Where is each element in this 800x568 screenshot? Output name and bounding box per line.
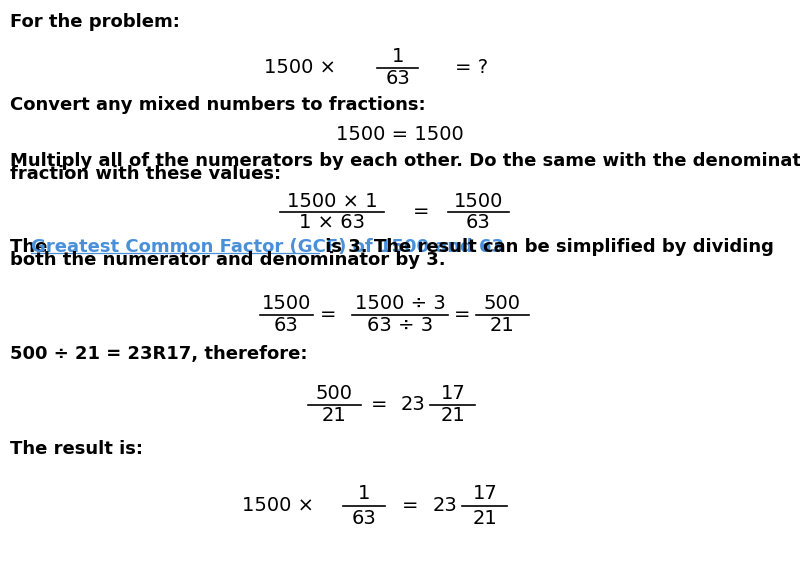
Text: 17: 17 bbox=[473, 483, 497, 503]
Text: 21: 21 bbox=[490, 316, 514, 335]
Text: The result is:: The result is: bbox=[10, 440, 143, 458]
Text: 1500 = 1500: 1500 = 1500 bbox=[336, 125, 464, 144]
Text: 63: 63 bbox=[274, 316, 298, 335]
Text: =: = bbox=[371, 395, 387, 414]
Text: 21: 21 bbox=[441, 406, 465, 425]
Text: 1500 × 1: 1500 × 1 bbox=[286, 191, 378, 211]
Text: 17: 17 bbox=[441, 384, 465, 403]
Text: 1500 ×: 1500 × bbox=[242, 496, 314, 515]
Text: 21: 21 bbox=[322, 406, 346, 425]
Text: For the problem:: For the problem: bbox=[10, 12, 180, 31]
Text: Greatest Common Factor (GCF) of 1500 and 63: Greatest Common Factor (GCF) of 1500 and… bbox=[31, 237, 504, 256]
Text: 1500 ÷ 3: 1500 ÷ 3 bbox=[354, 294, 446, 314]
Text: 1500: 1500 bbox=[454, 191, 503, 211]
Text: = ?: = ? bbox=[455, 58, 489, 77]
Text: 500 ÷ 21 = 23R17, therefore:: 500 ÷ 21 = 23R17, therefore: bbox=[10, 345, 308, 363]
Text: Convert any mixed numbers to fractions:: Convert any mixed numbers to fractions: bbox=[10, 96, 426, 114]
Text: 500: 500 bbox=[316, 384, 353, 403]
Text: 63: 63 bbox=[352, 508, 376, 528]
Text: is 3. The result can be simplified by dividing: is 3. The result can be simplified by di… bbox=[319, 237, 774, 256]
Text: both the numerator and denominator by 3.: both the numerator and denominator by 3. bbox=[10, 250, 446, 269]
Text: 63 ÷ 3: 63 ÷ 3 bbox=[367, 316, 433, 335]
Text: 1500 ×: 1500 × bbox=[264, 58, 336, 77]
Text: 1: 1 bbox=[358, 483, 370, 503]
Text: The: The bbox=[10, 237, 54, 256]
Text: 23: 23 bbox=[433, 496, 457, 515]
Text: =: = bbox=[320, 305, 336, 324]
Text: 1500: 1500 bbox=[262, 294, 311, 314]
Text: 1 × 63: 1 × 63 bbox=[299, 213, 365, 232]
Text: 21: 21 bbox=[473, 508, 497, 528]
Text: =: = bbox=[402, 496, 418, 515]
Text: =: = bbox=[414, 202, 430, 222]
Text: fraction with these values:: fraction with these values: bbox=[10, 165, 282, 183]
Text: Multiply all of the numerators by each other. Do the same with the denominators : Multiply all of the numerators by each o… bbox=[10, 152, 800, 170]
Text: 1: 1 bbox=[391, 47, 404, 66]
Text: 63: 63 bbox=[466, 213, 490, 232]
Text: =: = bbox=[454, 305, 470, 324]
Text: 500: 500 bbox=[484, 294, 521, 314]
Text: 23: 23 bbox=[401, 395, 425, 414]
Text: 63: 63 bbox=[386, 69, 410, 88]
